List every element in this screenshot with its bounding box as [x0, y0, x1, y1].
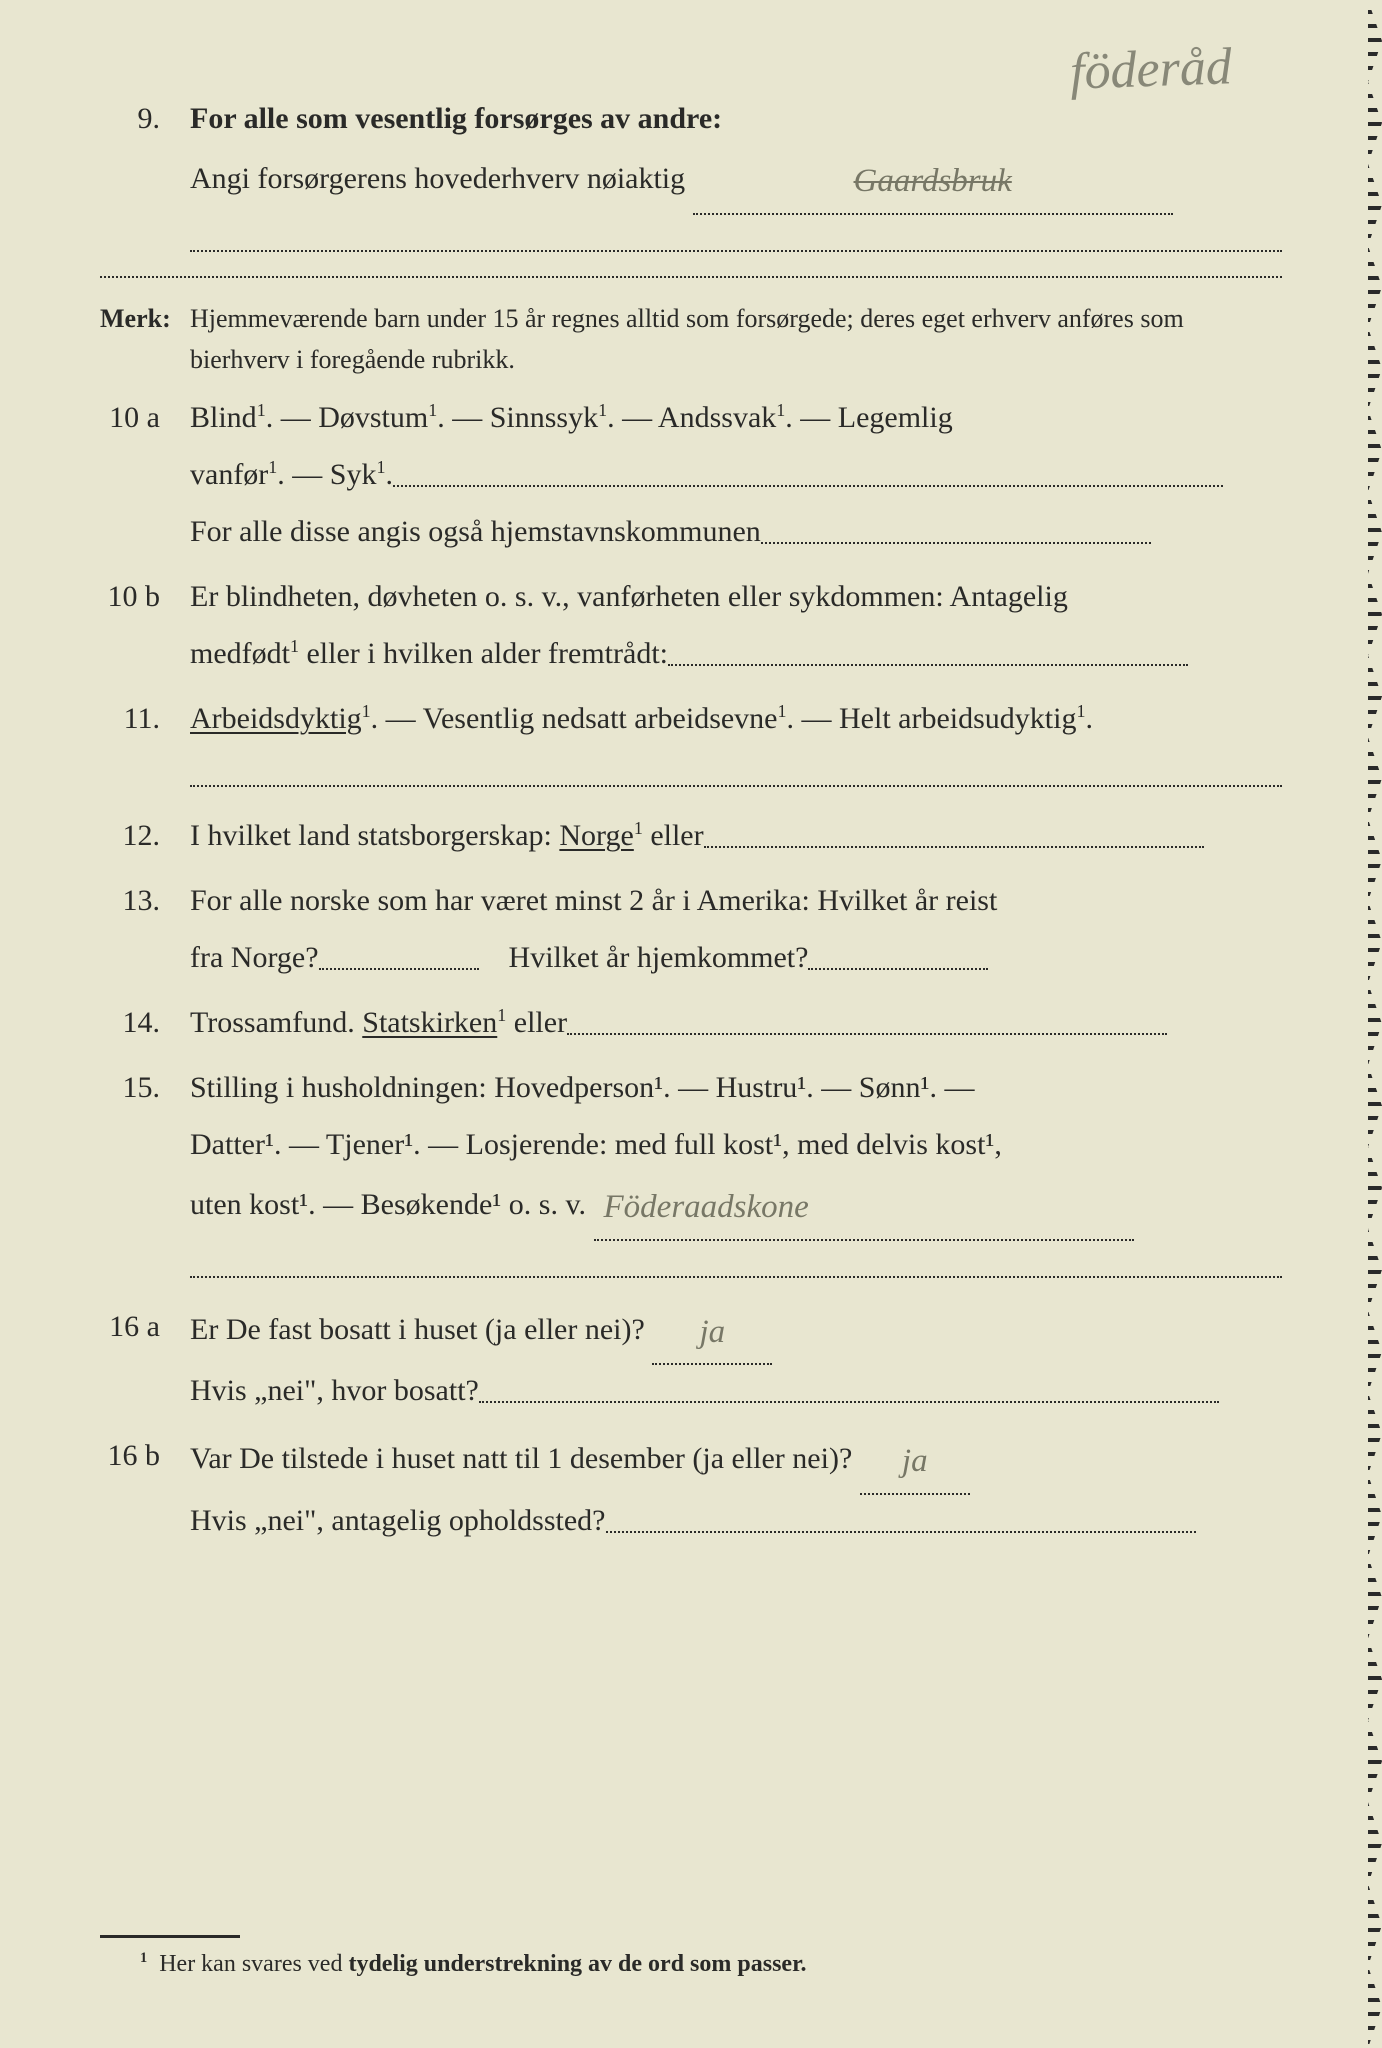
fill-line — [567, 1033, 1167, 1035]
question-body: Trossamfund. Statskirken1 eller — [190, 994, 1282, 1051]
q9-line1: For alle som vesentlig forsørges av andr… — [190, 102, 722, 135]
question-number: 16 a — [100, 1298, 190, 1355]
question-body: For alle norske som har været minst 2 år… — [190, 872, 1282, 986]
q15-line2: Datter¹. — Tjener¹. — Losjerende: med fu… — [190, 1128, 1002, 1161]
question-body: Er De fast bosatt i huset (ja eller nei)… — [190, 1298, 1282, 1420]
section-divider — [100, 276, 1282, 278]
question-number: 16 b — [100, 1427, 190, 1484]
q16a-handwritten: ja — [699, 1314, 725, 1350]
blank-line — [190, 1250, 1282, 1278]
q15-handwritten: Föderaadskone — [604, 1189, 809, 1225]
q15-line1: Stilling i husholdningen: Hovedperson¹. … — [190, 1071, 974, 1104]
merk-text: Hjemmeværende barn under 15 år regnes al… — [190, 298, 1282, 381]
question-10b: 10 b Er blindheten, døvheten o. s. v., v… — [100, 568, 1282, 682]
footnote: 1 Her kan svares ved tydelig understrekn… — [140, 1950, 807, 1978]
question-body: Var De tilstede i huset natt til 1 desem… — [190, 1427, 1282, 1549]
census-form-page: föderåd 9. For alle som vesentlig forsør… — [0, 0, 1382, 2048]
fill-line — [704, 846, 1204, 848]
q10b-line1: Er blindheten, døvheten o. s. v., vanfør… — [190, 580, 1068, 613]
question-body: Stilling i husholdningen: Hovedperson¹. … — [190, 1059, 1282, 1238]
q13-line1: For alle norske som har været minst 2 år… — [190, 884, 997, 917]
fill-line — [761, 542, 1151, 544]
q15-line3: uten kost¹. — Besøkende¹ o. s. v. — [190, 1188, 586, 1221]
question-number: 10 a — [100, 389, 190, 446]
question-body: Er blindheten, døvheten o. s. v., vanfør… — [190, 568, 1282, 682]
question-14: 14. Trossamfund. Statskirken1 eller — [100, 994, 1282, 1051]
fill-line — [668, 664, 1188, 666]
q14-underlined: Statskirken — [362, 1006, 497, 1039]
q16b-line1: Var De tilstede i huset natt til 1 desem… — [190, 1442, 852, 1475]
question-13: 13. For alle norske som har været minst … — [100, 872, 1282, 986]
question-number: 11. — [100, 690, 190, 747]
question-body: Blind1. — Døvstum1. — Sinnssyk1. — Andss… — [190, 389, 1282, 560]
question-body: I hvilket land statsborgerskap: Norge1 e… — [190, 807, 1282, 864]
question-number: 9. — [100, 90, 190, 147]
q16a-line2: Hvis „nei", hvor bosatt? — [190, 1374, 479, 1407]
q11-underlined: Arbeidsdyktig — [190, 702, 362, 735]
note-merk: Merk: Hjemmeværende barn under 15 år reg… — [100, 298, 1282, 381]
question-number: 12. — [100, 807, 190, 864]
blank-line — [190, 759, 1282, 787]
question-number: 14. — [100, 994, 190, 1051]
fill-line — [319, 968, 479, 970]
question-number: 13. — [100, 872, 190, 929]
merk-label: Merk: — [100, 298, 190, 340]
q12-underlined: Norge — [559, 819, 633, 852]
footnote-sup: 1 — [140, 1950, 147, 1966]
fill-line: ja — [860, 1430, 970, 1495]
blank-line — [190, 224, 1282, 252]
q16b-handwritten: ja — [902, 1443, 928, 1479]
q9-handwritten: Gaardsbruk — [854, 163, 1012, 199]
q9-fill-line: Gaardsbruk — [693, 150, 1173, 215]
q16b-line2: Hvis „nei", antagelig opholdssted? — [190, 1504, 606, 1537]
q16a-line1: Er De fast bosatt i huset (ja eller nei)… — [190, 1313, 645, 1346]
question-10a: 10 a Blind1. — Døvstum1. — Sinnssyk1. — … — [100, 389, 1282, 560]
handwritten-annotation-top: föderåd — [1069, 37, 1233, 102]
q10a-line3: For alle disse angis også hjemstavnskomm… — [190, 515, 761, 548]
fill-line — [393, 485, 1223, 487]
question-11: 11. Arbeidsdyktig1. — Vesentlig nedsatt … — [100, 690, 1282, 747]
question-number: 10 b — [100, 568, 190, 625]
fill-line — [808, 968, 988, 970]
question-12: 12. I hvilket land statsborgerskap: Norg… — [100, 807, 1282, 864]
question-15: 15. Stilling i husholdningen: Hovedperso… — [100, 1059, 1282, 1238]
question-16b: 16 b Var De tilstede i huset natt til 1 … — [100, 1427, 1282, 1549]
question-body: For alle som vesentlig forsørges av andr… — [190, 90, 1282, 212]
question-body: Arbeidsdyktig1. — Vesentlig nedsatt arbe… — [190, 690, 1282, 747]
fill-line — [606, 1531, 1196, 1533]
q15-fill-line: Föderaadskone — [594, 1176, 1134, 1241]
fill-line — [479, 1401, 1219, 1403]
q9-line2a: Angi forsørgerens hovederhverv nøiaktig — [190, 162, 685, 195]
question-9: 9. For alle som vesentlig forsørges av a… — [100, 90, 1282, 212]
fill-line: ja — [652, 1301, 772, 1366]
question-16a: 16 a Er De fast bosatt i huset (ja eller… — [100, 1298, 1282, 1420]
question-number: 15. — [100, 1059, 190, 1116]
footnote-rule — [100, 1935, 240, 1938]
